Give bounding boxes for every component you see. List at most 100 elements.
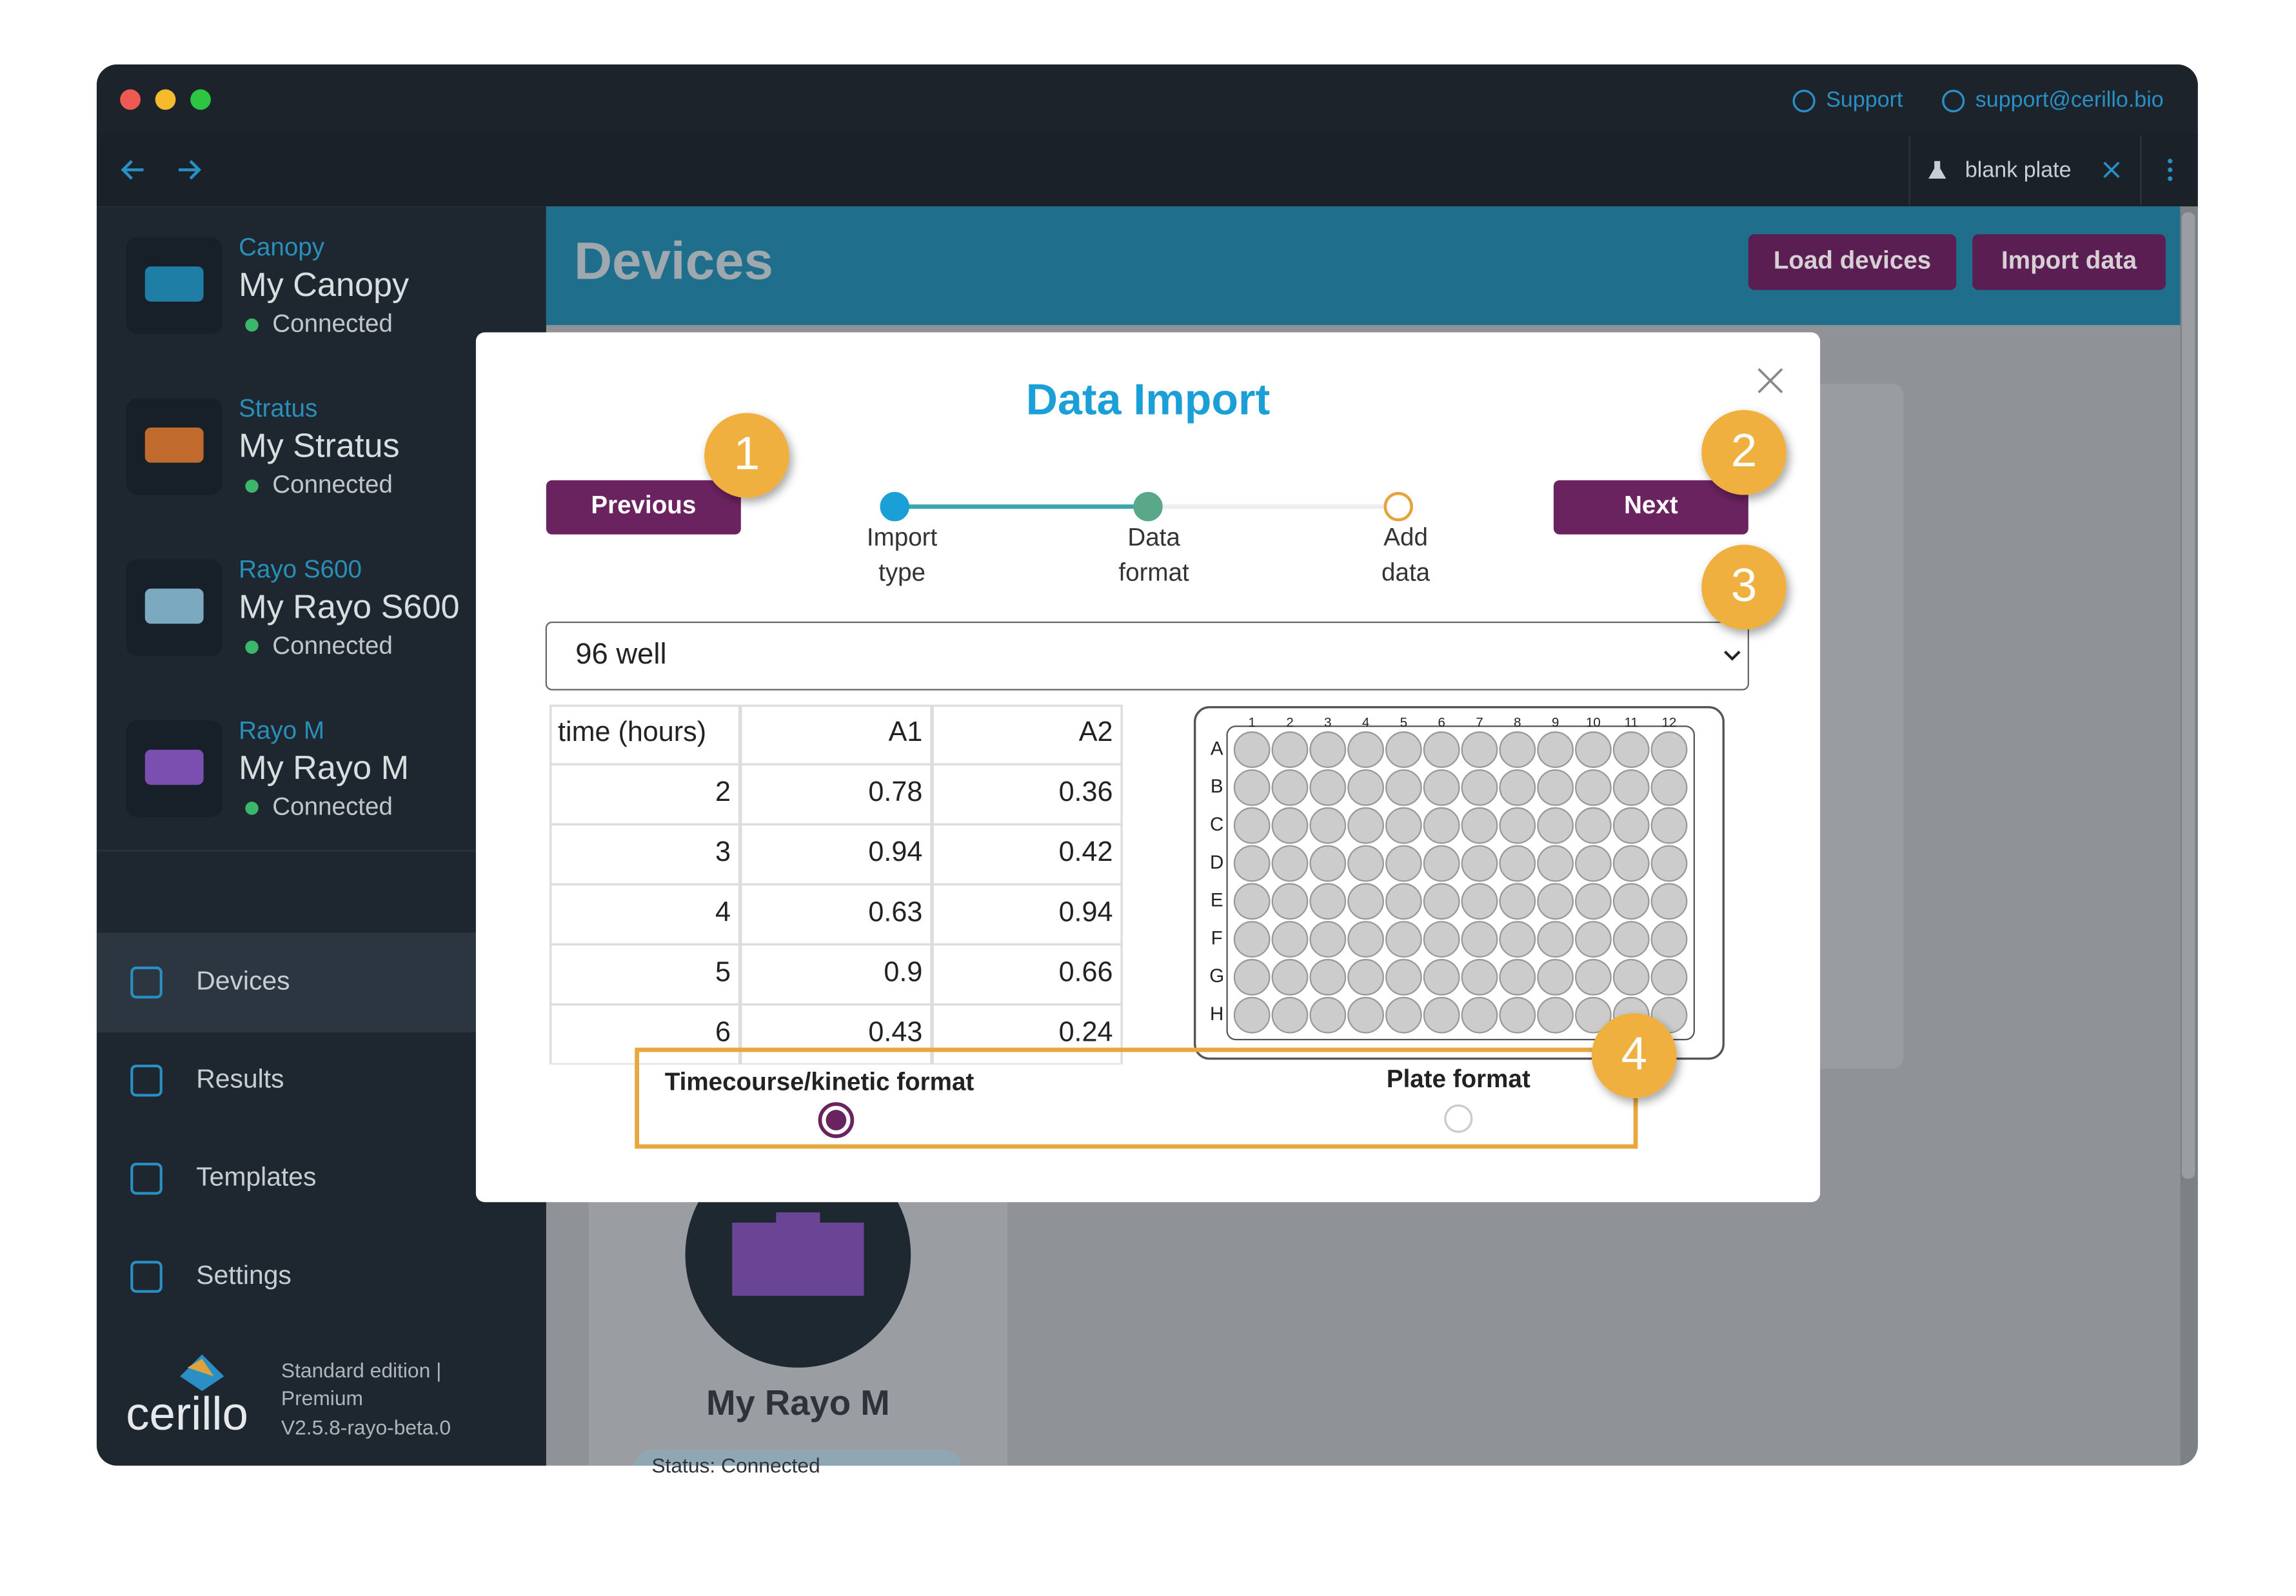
plate-well [1575,959,1612,996]
plate-well [1499,731,1536,768]
scrollbar-thumb [2181,212,2195,1179]
format-option: Plate format [1387,1065,1530,1093]
modal-close[interactable] [1757,368,1783,393]
plate-row-label: E [1211,890,1223,911]
plate-well [1271,921,1309,958]
plate-well [1537,959,1574,996]
plate-well [1309,731,1347,768]
plate-well [1650,921,1688,958]
plate-well [1537,845,1574,882]
step-dot [1133,491,1163,522]
plate-well [1612,845,1650,882]
modal-button[interactable] [1553,480,1748,535]
callout-label: 2 [1731,424,1757,477]
header-button[interactable] [1972,234,2166,290]
tab-close[interactable] [2103,161,2120,179]
plate-well [1612,959,1650,996]
menu-dot[interactable] [2168,176,2173,181]
plate-well [1347,959,1384,996]
status-dot [245,479,259,493]
table-cell-value: 6 [715,1016,731,1047]
device-name: My Canopy [239,266,409,304]
device-status: Connected [272,793,393,821]
plate-well [1575,769,1612,806]
plate-well [1499,921,1536,958]
plate-well [1385,769,1422,806]
tab-label: blank plate [1965,158,2072,182]
plate-well [1233,959,1271,996]
plate-well [1537,883,1574,920]
table-header: A1 [889,716,923,747]
table-cell [549,1003,741,1065]
step-label: format [1118,558,1189,586]
plate-well [1423,959,1460,996]
max-dot[interactable] [190,89,211,110]
plate-well [1612,807,1650,844]
nav-icon [130,966,163,999]
radio[interactable] [1444,1104,1473,1133]
plate-well [1271,845,1309,882]
plate-well [1499,845,1536,882]
table-cell [740,883,933,946]
step-label: Add [1383,524,1428,551]
radio-dot [826,1110,847,1130]
format-highlight [635,1047,1638,1149]
format-select[interactable] [545,621,1750,691]
header-button-label: Import data [2001,247,2137,275]
device-icon [144,428,204,463]
callout [704,413,789,498]
callout-label: 4 [1621,1028,1647,1080]
plate-well [1233,883,1271,920]
plate-well [1575,921,1612,958]
nav-item: Settings [196,1260,292,1290]
table-cell [740,763,933,826]
close-dot[interactable] [120,89,141,110]
page-title: Devices [574,232,773,291]
plate-well [1271,883,1309,920]
version: V2.5.8-rayo-beta.0 [281,1416,451,1439]
table-cell-value: 0.78 [868,776,922,807]
menu-dot[interactable] [2168,167,2173,173]
plate-well [1385,807,1422,844]
plate-well [1650,807,1688,844]
table-cell [549,823,741,886]
plate-well [1233,731,1271,768]
plate-well [1385,959,1422,996]
table-cell [931,763,1123,826]
step-label: data [1381,558,1430,586]
modal-button[interactable] [546,480,741,535]
plate-row-label: B [1211,776,1223,797]
format-select-value: 96 well [575,637,666,670]
plate-well [1423,845,1460,882]
support-icon [1792,90,1816,113]
plate-column-label: 7 [1476,716,1483,730]
nav-icon [130,1163,163,1195]
card-status: Status: Connected [651,1454,820,1477]
step-dot [880,491,909,522]
plate-row-label: H [1210,1003,1223,1025]
plate-well [1347,921,1384,958]
table-cell-value: 4 [715,896,731,927]
table-cell-value: 0.24 [1059,1016,1113,1047]
nav-icon [130,1064,163,1097]
menu-dot[interactable] [2168,159,2173,164]
device-type: Rayo S600 [239,556,362,584]
callout [1701,409,1786,495]
header-button[interactable] [1748,234,1957,290]
plate-well [1650,883,1688,920]
plate-well [1499,769,1536,806]
table-cell [549,883,741,946]
select-chevron [1724,650,1741,661]
plate-well [1233,845,1271,882]
plate-well [1347,845,1384,882]
tab-icon [1928,161,1946,179]
plate-well [1423,731,1460,768]
nav-arrows[interactable] [121,160,201,180]
min-dot[interactable] [155,89,176,110]
plate-well [1347,807,1384,844]
plate-well [1385,731,1422,768]
table-cell-value: 0.9 [884,956,922,987]
plate-well [1309,807,1347,844]
